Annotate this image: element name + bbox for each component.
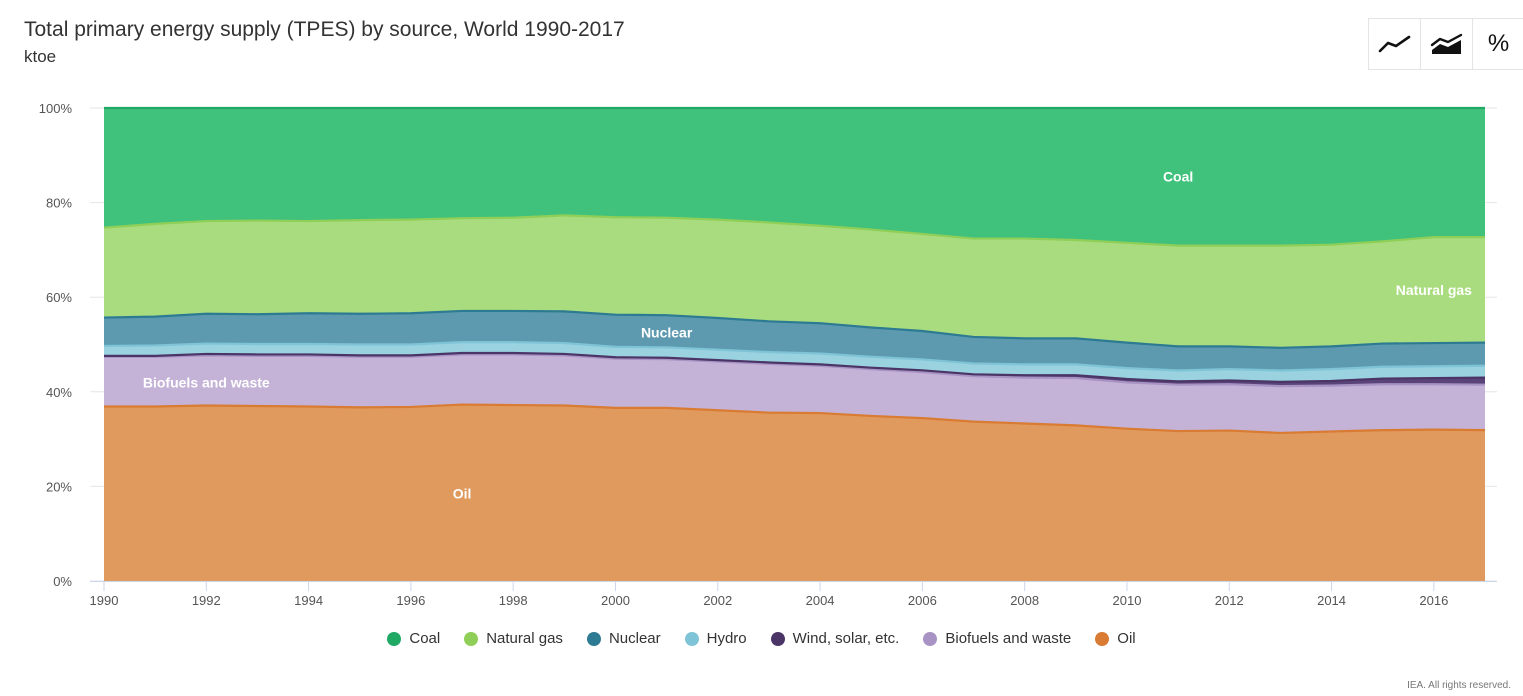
series-line [103,214,1485,247]
legend-marker [586,631,601,646]
legend-item[interactable]: Natural gas [464,630,563,647]
y-tick-label: 40% [46,385,72,400]
area-nuclear [104,310,1485,371]
legend-marker [770,631,785,646]
area-hydro [104,342,1485,382]
x-tick-label: 2014 [1317,593,1346,608]
stacked-area-chart-button[interactable] [1421,19,1473,69]
percent-label: % [1487,30,1510,57]
stacked-area-chart: 0% 20% 40% 60% 80% 100% 1990 1992 1994 1996 1998 20… [39,101,1497,608]
line-chart-button[interactable] [1369,19,1421,69]
legend-item[interactable]: Wind, solar, etc. [770,630,900,647]
credits-text: IEA. All rights reserved. [1407,680,1511,691]
chart-unit-subtitle: ktoe [24,47,57,66]
legend-marker [684,631,699,646]
chart-type-toolbar: % [1368,18,1523,70]
area-wind-solar-etc [104,353,1485,387]
legend-item[interactable]: Oil [1095,630,1136,647]
legend-label: Biofuels and waste [945,630,1072,647]
x-tick-label: 2010 [1113,593,1142,608]
legend-item[interactable]: Hydro [684,630,747,647]
x-tick-label: 1998 [499,593,528,608]
legend-item[interactable]: Nuclear [586,630,661,647]
legend-label: Hydro [706,630,747,647]
series-annotation-label: Oil [453,485,472,501]
percent-chart-button[interactable]: % [1473,19,1523,69]
legend-label: Oil [1117,630,1136,647]
legend-label: Nuclear [608,630,661,647]
x-tick-label: 2000 [601,593,630,608]
legend-label: Natural gas [486,630,563,647]
x-tick-label: 2002 [703,593,732,608]
x-tick-label: 2016 [1419,593,1448,608]
legend-marker [387,631,402,646]
y-tick-label: 0% [53,574,72,589]
legend-label: Coal [409,630,441,647]
series-annotation-label: Coal [1163,169,1193,185]
x-tick-label: 2004 [806,593,835,608]
area-chart-icon [1430,33,1462,54]
legend-item[interactable]: Coal [387,630,440,647]
series-line [104,351,1486,383]
x-tick-label: 2006 [908,593,937,608]
line-chart-icon [1378,35,1410,53]
series-annotation-label: Natural gas [1396,282,1472,298]
series-line [103,309,1486,349]
x-tick-label: 1990 [90,593,119,608]
area-coal [104,108,1485,246]
legend-label: Wind, solar, etc. [792,630,900,647]
series-line [104,403,1486,435]
y-tick-label: 20% [46,479,72,494]
legend-item[interactable]: Biofuels and waste [923,630,1071,647]
chart-legend: Coal Natural gas Nuclear Hydro Wind, solar, … [0,630,1523,647]
x-tick-label: 1994 [294,593,323,608]
area-oil [104,404,1485,581]
x-tick-label: 2008 [1010,593,1039,608]
area-natural-gas [104,215,1485,348]
x-tick-label: 1996 [396,593,425,608]
y-tick-label: 80% [46,196,72,211]
chart-title: Total primary energy supply (TPES) by so… [24,18,625,41]
y-tick-label: 60% [46,290,72,305]
series-line [103,341,1486,372]
area-layers [103,106,1486,581]
legend-marker [464,631,479,646]
x-tick-label: 1992 [192,593,221,608]
series-annotation-label: Nuclear [641,325,693,341]
series-annotation-label: Biofuels and waste [143,374,270,390]
x-tick-label: 2012 [1215,593,1244,608]
series-line [104,353,1486,388]
area-biofuels-and-waste [104,354,1485,433]
y-tick-label: 100% [39,101,73,116]
legend-marker [1095,631,1110,646]
legend-marker [923,631,938,646]
